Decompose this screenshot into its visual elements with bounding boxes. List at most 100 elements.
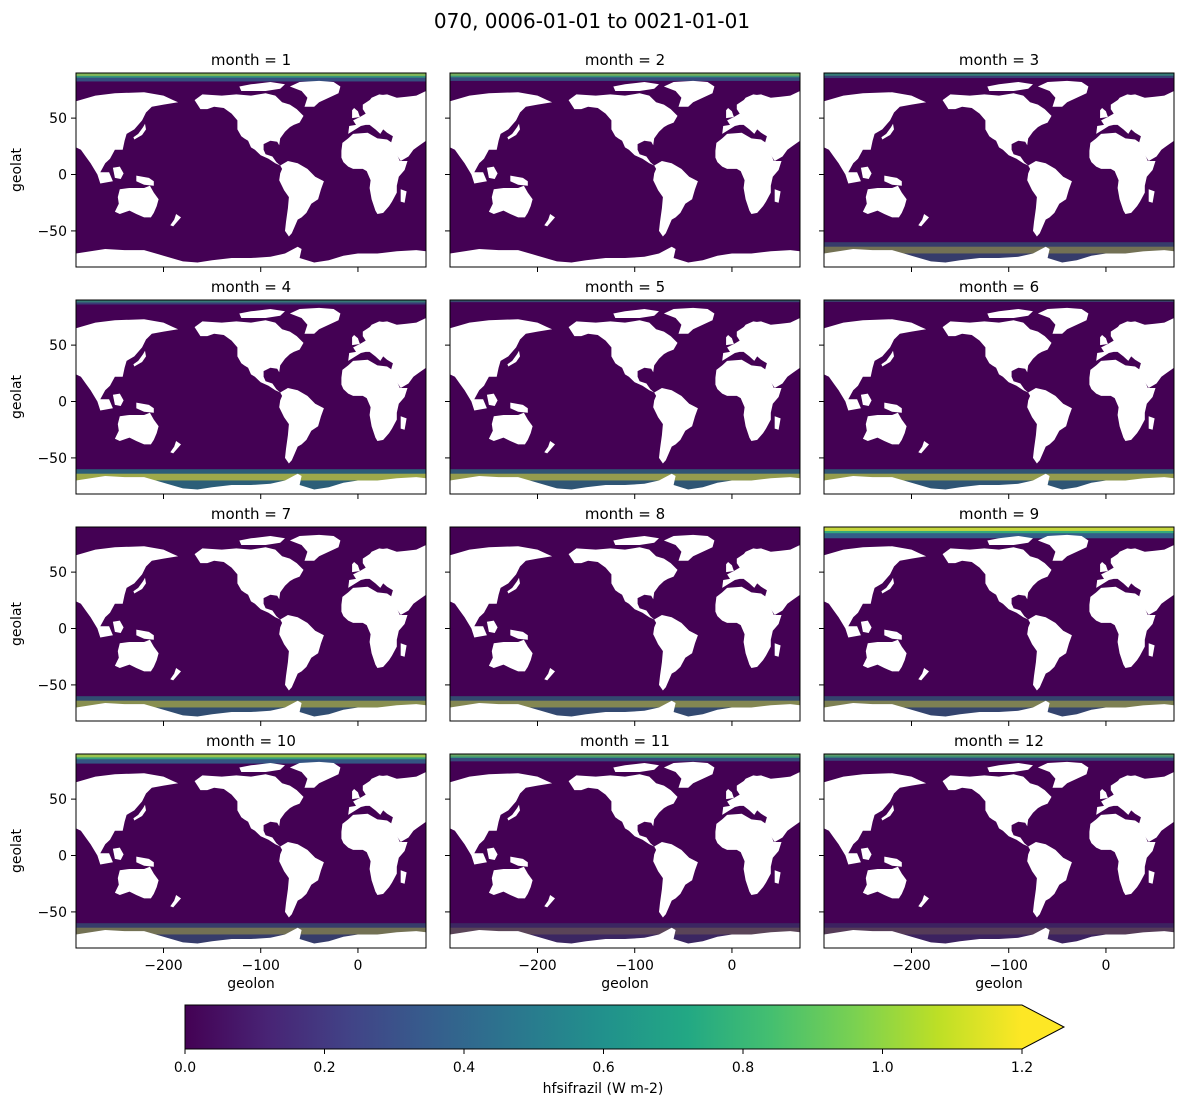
antarctic-flux-peak	[450, 927, 800, 935]
landmass-asia-west	[450, 319, 553, 411]
colorbar-ticks: 0.0 0.2 0.4 0.6 0.8 1.0 1.2	[174, 1049, 1033, 1076]
landmass-new-guinea	[510, 175, 528, 186]
landmass-canadian-islands	[239, 536, 285, 545]
map-plot-area	[76, 527, 426, 721]
landmass-antarctica	[450, 700, 800, 721]
x-axis-label: geolon	[601, 976, 648, 992]
landmass-north-america	[942, 93, 1052, 166]
x-tick-label: −200	[144, 958, 182, 974]
landmass-uk	[352, 108, 360, 119]
y-axis-label: geolat	[9, 147, 25, 192]
landmass-uk	[1100, 562, 1108, 573]
landmass-uk	[726, 562, 734, 573]
landmass-asia-west	[450, 92, 553, 184]
landmass-borneo	[112, 393, 124, 406]
landmass-scandinavia	[736, 321, 762, 339]
landmass-new-zealand	[544, 441, 555, 454]
figure-title: 070, 0006-01-01 to 0021-01-01	[434, 9, 750, 33]
colorbar-gradient	[185, 1005, 1022, 1049]
landmass-canadian-islands	[613, 82, 659, 91]
landmass-uk	[352, 335, 360, 346]
landmass-australia	[862, 866, 907, 899]
landmass-north-america	[194, 320, 304, 393]
landmass-scandinavia	[1110, 321, 1136, 339]
landmass-asia-west	[76, 319, 179, 411]
arctic-flux-band	[450, 300, 800, 303]
landmass-antarctica	[824, 927, 1174, 948]
landmass-new-guinea	[136, 175, 154, 186]
landmass-japan	[133, 123, 146, 140]
landmass-australia	[114, 185, 159, 218]
landmass-antarctica	[824, 246, 1174, 267]
arctic-flux-core	[76, 73, 426, 78]
landmass-scandinavia	[736, 548, 762, 566]
antarctic-flux-peak	[824, 473, 1174, 481]
landmass-borneo	[486, 847, 498, 860]
map-plot-area	[824, 754, 1174, 948]
arctic-flux-core	[450, 73, 800, 78]
arctic-flux-peak	[450, 73, 800, 76]
colorbar-tick-label: 0.6	[592, 1060, 614, 1076]
x-axis-label: geolon	[227, 976, 274, 992]
landmass-south-america	[1027, 842, 1072, 918]
landmass-canadian-islands	[987, 82, 1033, 91]
landmass-new-zealand	[918, 214, 929, 227]
landmass-africa	[1089, 586, 1156, 668]
arctic-flux-core	[824, 73, 1174, 76]
landmass-south-america	[279, 842, 324, 918]
landmass-greenland	[1037, 80, 1089, 107]
map-panel-8: month = 8	[445, 505, 801, 726]
landmass-greenland	[663, 307, 715, 334]
y-tick-label: −50	[37, 905, 67, 921]
landmass-canadian-islands	[239, 763, 285, 772]
arctic-flux-core	[824, 754, 1174, 758]
x-tick-label: 0	[1101, 958, 1110, 974]
landmass-asia-west	[450, 773, 553, 865]
landmass-new-zealand	[544, 895, 555, 908]
landmass-borneo	[486, 620, 498, 633]
arctic-flux-band	[76, 300, 426, 305]
colorbar-label: hfsifrazil (W m-2)	[543, 1081, 664, 1097]
x-tick-label: −200	[892, 958, 930, 974]
landmass-africa	[715, 359, 782, 441]
arctic-flux-core	[76, 300, 426, 303]
arctic-flux-core	[824, 300, 1174, 302]
map-plot-area	[76, 300, 426, 494]
y-tick-label: 0	[58, 395, 67, 411]
landmass-north-america	[194, 93, 304, 166]
landmass-borneo	[860, 620, 872, 633]
landmass-asia-west	[76, 773, 179, 865]
antarctic-flux-peak	[824, 246, 1174, 254]
map-plot-area	[76, 754, 426, 948]
landmass-greenland	[663, 80, 715, 107]
map-plot-area	[824, 73, 1174, 267]
y-tick-label: −50	[37, 678, 67, 694]
x-tick-label: −100	[241, 958, 279, 974]
landmass-new-zealand	[544, 668, 555, 681]
landmass-south-america	[653, 842, 698, 918]
landmass-australia	[488, 185, 533, 218]
landmass-japan	[881, 123, 894, 140]
landmass-japan	[507, 804, 520, 821]
y-tick-label: 50	[49, 565, 67, 581]
landmass-africa	[715, 586, 782, 668]
landmass-south-america	[1027, 161, 1072, 237]
landmass-australia	[114, 639, 159, 672]
landmass-uk	[726, 108, 734, 119]
map-plot-area	[450, 754, 800, 948]
panel-frame	[75, 299, 427, 495]
y-tick-label: 0	[58, 168, 67, 184]
y-tick-label: 50	[49, 338, 67, 354]
landmass-scandinavia	[362, 94, 388, 112]
landmass-scandinavia	[362, 321, 388, 339]
landmass-madagascar	[1148, 416, 1155, 430]
landmass-uk	[1100, 108, 1108, 119]
landmass-uk	[352, 789, 360, 800]
landmass-north-america	[194, 774, 304, 847]
landmass-greenland	[1037, 307, 1089, 334]
landmass-canadian-islands	[987, 309, 1033, 318]
landmass-borneo	[112, 620, 124, 633]
arctic-flux-peak	[76, 754, 426, 758]
panel-frame	[75, 526, 427, 722]
landmass-new-guinea	[510, 856, 528, 867]
